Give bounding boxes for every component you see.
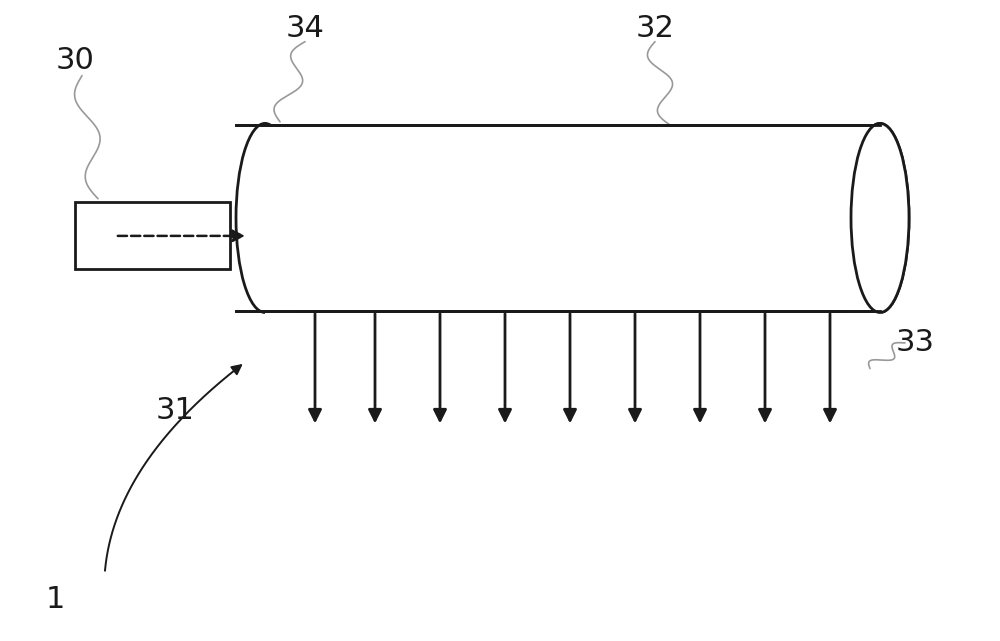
Bar bbox=[265, 125, 296, 314]
Bar bbox=[849, 125, 882, 314]
Text: 30: 30 bbox=[56, 46, 94, 76]
Polygon shape bbox=[265, 125, 880, 311]
Text: 31: 31 bbox=[156, 395, 194, 425]
Ellipse shape bbox=[851, 123, 909, 313]
Ellipse shape bbox=[236, 123, 294, 313]
Bar bbox=[75, 202, 230, 269]
Ellipse shape bbox=[851, 123, 909, 313]
Text: 33: 33 bbox=[896, 328, 934, 358]
Text: 34: 34 bbox=[286, 14, 324, 44]
Text: 1: 1 bbox=[45, 585, 65, 614]
Text: 32: 32 bbox=[636, 14, 674, 44]
